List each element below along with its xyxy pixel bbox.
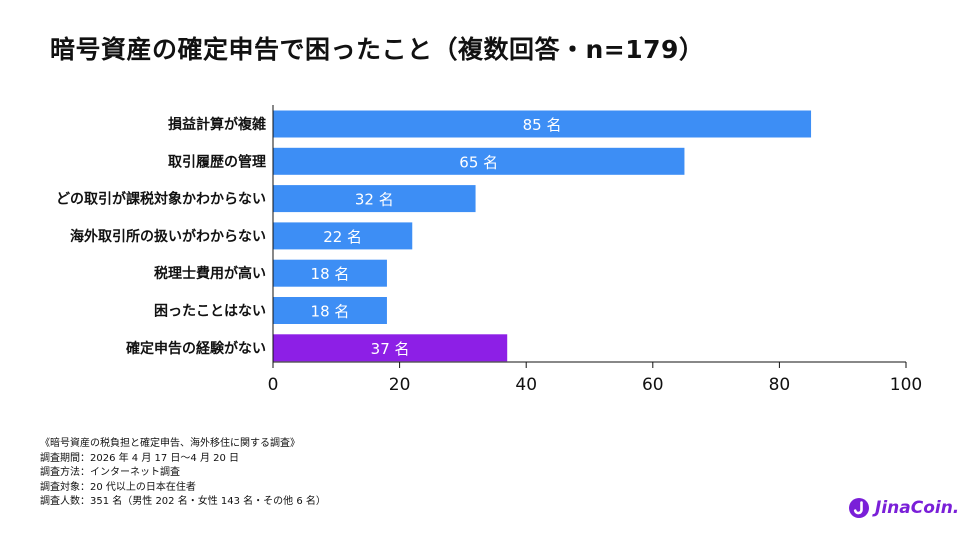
category-label-7: 確定申告の経験がない [126,340,266,357]
x-tick-label-5: 80 [769,375,791,395]
bar-7 [273,334,508,362]
category-label-4: 海外取引所の扱いがわからない [70,228,266,245]
x-tick-label-2: 20 [389,375,411,395]
data-label-6: 18 名 [311,303,350,321]
data-label-3: 32 名 [355,191,394,209]
bar-4 [273,222,413,250]
x-tick-label-4: 60 [642,375,664,395]
brand-logo: JinaCoin. [848,497,959,519]
logo-text: JinaCoin. [875,498,960,518]
bar-5 [273,259,387,287]
notes-source: 《暗号資産の税負担と確定申告、海外移住に関する調査》 [40,438,300,449]
x-axis-group: 0 20 40 60 80 100 [268,105,922,395]
chart-title: 暗号資産の確定申告で困ったこと（複数回答・n=179） [50,35,705,64]
category-label-6: 困ったことはない [154,304,266,320]
x-tick-label-3: 40 [515,375,537,395]
bar-3 [273,185,476,213]
notes-target: 調査対象：20 代以上の日本在住者 [40,481,196,493]
data-label-4: 22 名 [323,228,362,246]
bar-1 [273,110,812,138]
data-label-2: 65 名 [459,153,498,171]
notes-method: 調査方法：インターネット調査 [40,467,180,478]
category-label-1: 損益計算が複雑 [168,116,266,133]
data-label-1: 85 名 [523,116,562,134]
notes-count: 調査人数：351 名（男性 202 名・女性 143 名・その他 6 名） [40,496,326,507]
x-tick-label-1: 0 [268,375,279,395]
data-label-7: 37 名 [371,340,410,358]
bar-6 [273,297,387,324]
data-label-5: 18 名 [311,265,350,283]
bar-2 [273,147,685,175]
category-label-3: どの取引が課税対象かわからない [56,191,266,208]
jinacoin-logo-icon [849,498,869,518]
category-label-2: 取引履歴の管理 [168,153,266,170]
notes-period: 調査期間：2026 年 4 月 17 日～4 月 20 日 [40,452,240,464]
category-label-5: 税理士費用が高い [154,265,266,282]
x-tick-label-6: 100 [890,375,922,395]
survey-notes: 《暗号資産の税負担と確定申告、海外移住に関する調査》 調査期間：2026 年 4… [40,437,326,510]
